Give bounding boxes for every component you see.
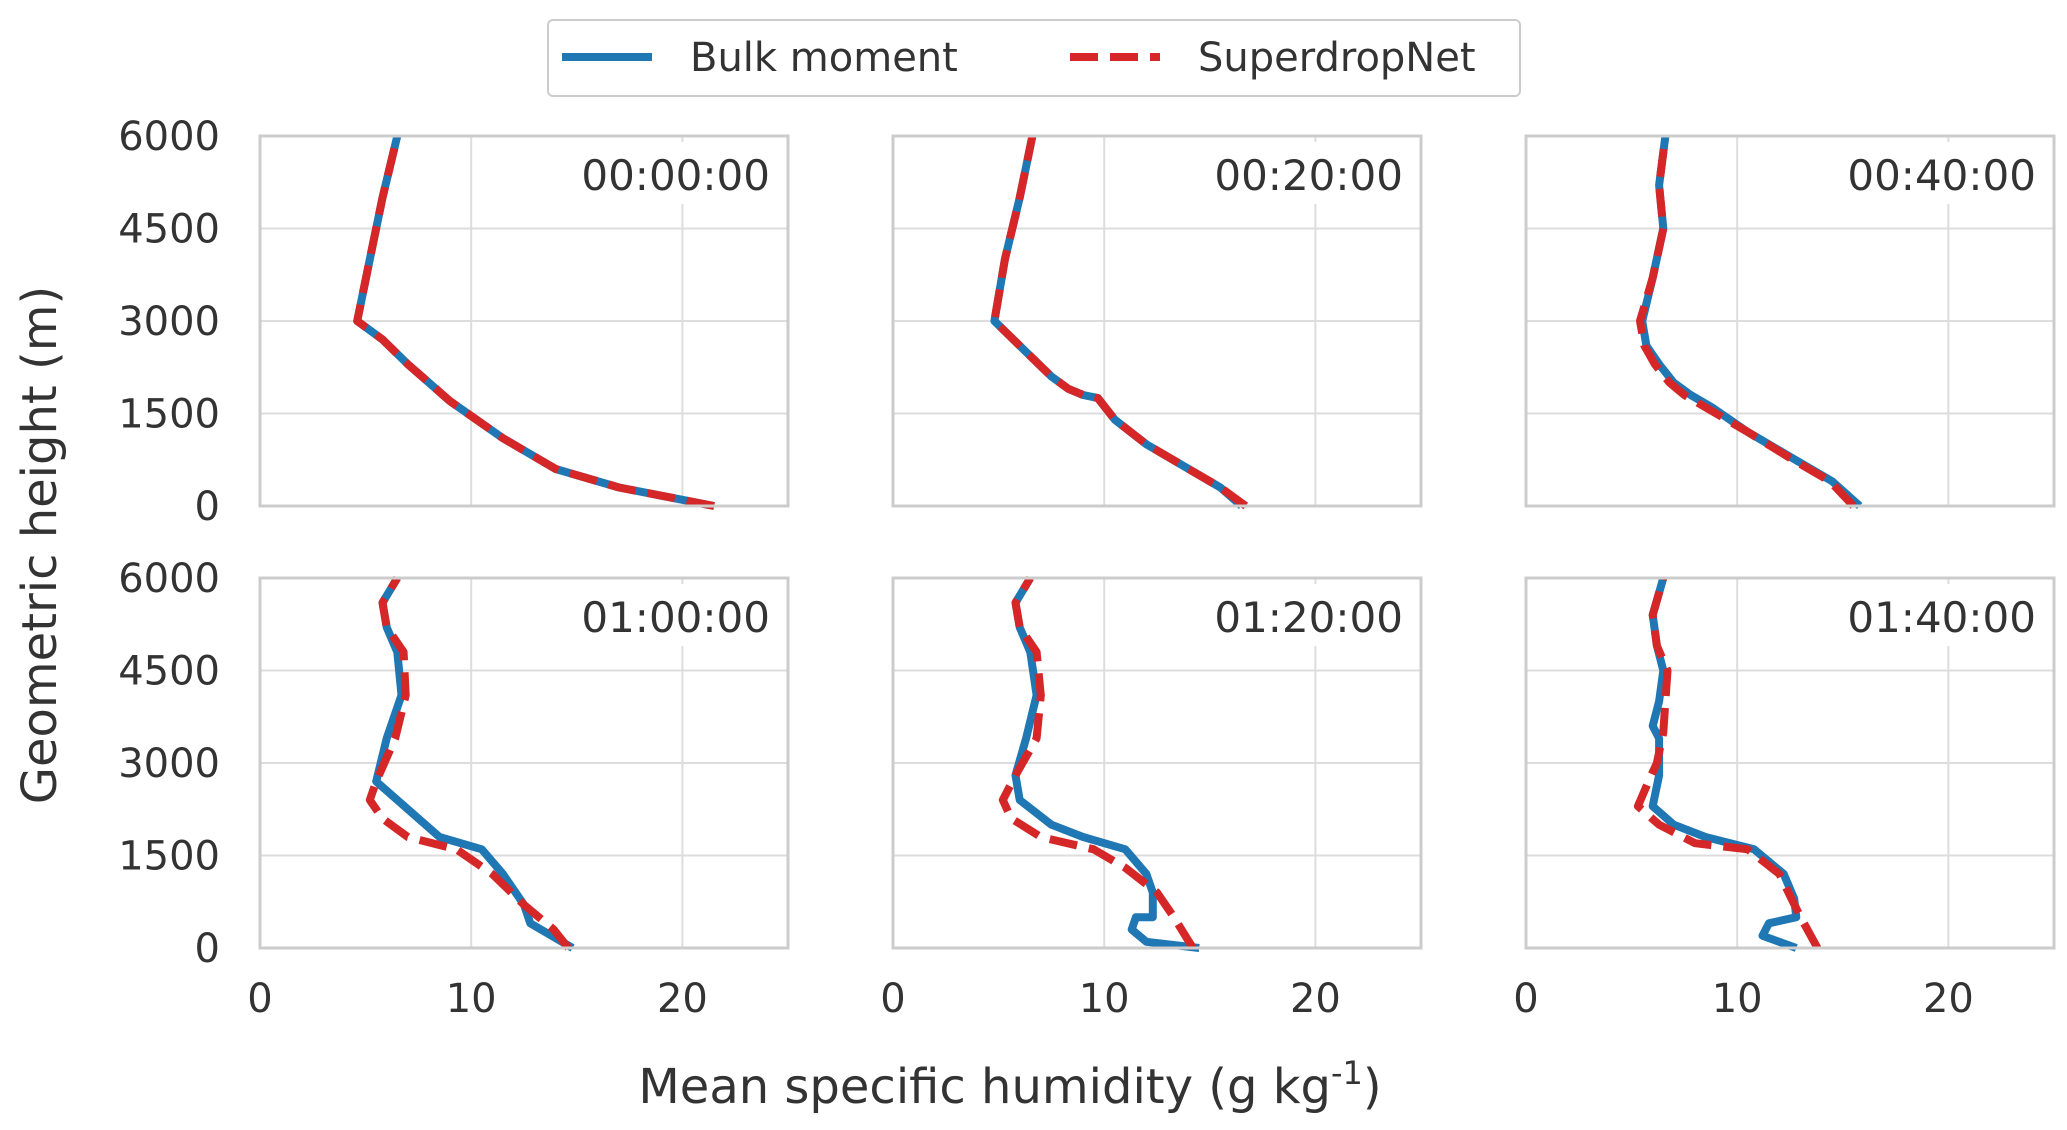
series-line-bulk-moment — [1011, 575, 1200, 952]
x-axis-label-superscript: -1 — [1331, 1054, 1363, 1092]
panel-5: 01:40:00 0 10 20 — [1513, 576, 2056, 1022]
legend-frame — [547, 19, 1521, 97]
x-tick-label: 0 — [880, 976, 905, 1022]
series-line-bulk-moment — [1648, 576, 1801, 952]
y-tick-label: 0 — [195, 484, 220, 530]
panel-title-bg — [548, 584, 784, 646]
series-line-superdropnet — [353, 135, 715, 510]
y-tick-label: 3000 — [118, 741, 220, 787]
panel-frame — [1524, 576, 2056, 950]
panel-title-bg — [1814, 584, 2050, 646]
x-tick-label: 0 — [247, 976, 272, 1022]
panel-title-bg — [1181, 142, 1417, 204]
panel-frame — [891, 576, 1423, 950]
legend-label-bulk-moment: Bulk moment — [690, 35, 958, 81]
x-tick-label: 20 — [657, 976, 708, 1022]
panel-frame — [258, 134, 790, 508]
y-axis-label: Geometric height (m) — [12, 286, 68, 804]
y-tick-label: 0 — [195, 926, 220, 972]
panel-title: 01:20:00 — [1214, 593, 1403, 642]
panel-title: 00:40:00 — [1847, 151, 2036, 200]
y-tick-label: 6000 — [118, 556, 220, 602]
panel-3: 01:00:00 0 1500 3000 4500 6000 0 10 20 — [118, 556, 790, 1022]
panel-title-bg — [548, 142, 784, 204]
panel-title-bg — [1814, 142, 2050, 204]
y-tick-label: 3000 — [118, 299, 220, 345]
panel-1: 00:20:00 — [891, 134, 1423, 510]
x-tick-label: 20 — [1290, 976, 1341, 1022]
series-line-superdropnet — [998, 575, 1197, 951]
x-axis-label: Mean specific humidity (g kg-1) — [638, 1054, 1381, 1115]
x-tick-label: 0 — [1513, 976, 1538, 1022]
x-tick-label: 10 — [446, 976, 497, 1022]
panel-title-bg — [1181, 584, 1417, 646]
legend-label-superdropnet: SuperdropNet — [1198, 35, 1476, 81]
panel-title: 00:20:00 — [1214, 151, 1403, 200]
series-line-superdropnet — [1633, 576, 1822, 950]
y-tick-label: 1500 — [118, 834, 220, 880]
legend: Bulk moment SuperdropNet — [547, 19, 1521, 97]
x-tick-label: 10 — [1712, 976, 1763, 1022]
panel-2: 00:40:00 — [1524, 134, 2056, 509]
panel-title: 01:40:00 — [1847, 593, 2036, 642]
panel-frame — [258, 576, 790, 950]
panel-0: 00:00:00 0 1500 3000 4500 6000 — [118, 114, 790, 530]
panel-title: 00:00:00 — [581, 151, 770, 200]
panel-title: 01:00:00 — [581, 593, 770, 642]
y-tick-label: 1500 — [118, 392, 220, 438]
series-line-superdropnet — [1636, 135, 1857, 509]
x-tick-label: 10 — [1079, 976, 1130, 1022]
y-tick-label: 4500 — [118, 649, 220, 695]
x-axis-label-close: ) — [1363, 1059, 1382, 1115]
y-tick-label: 6000 — [118, 114, 220, 160]
panel-frame — [1524, 134, 2056, 508]
x-tick-label: 20 — [1923, 976, 1974, 1022]
panels-layer: 00:00:00 0 1500 3000 4500 6000 00:20:00 00:40:0… — [118, 114, 2056, 1022]
panel-frame — [891, 134, 1423, 508]
y-tick-label: 4500 — [118, 207, 220, 253]
panel-4: 01:20:00 0 10 20 — [880, 575, 1423, 1022]
series-line-superdropnet — [990, 135, 1249, 510]
x-axis-label-main: Mean specific humidity (g kg — [638, 1059, 1331, 1115]
series-line-superdropnet — [365, 575, 572, 951]
